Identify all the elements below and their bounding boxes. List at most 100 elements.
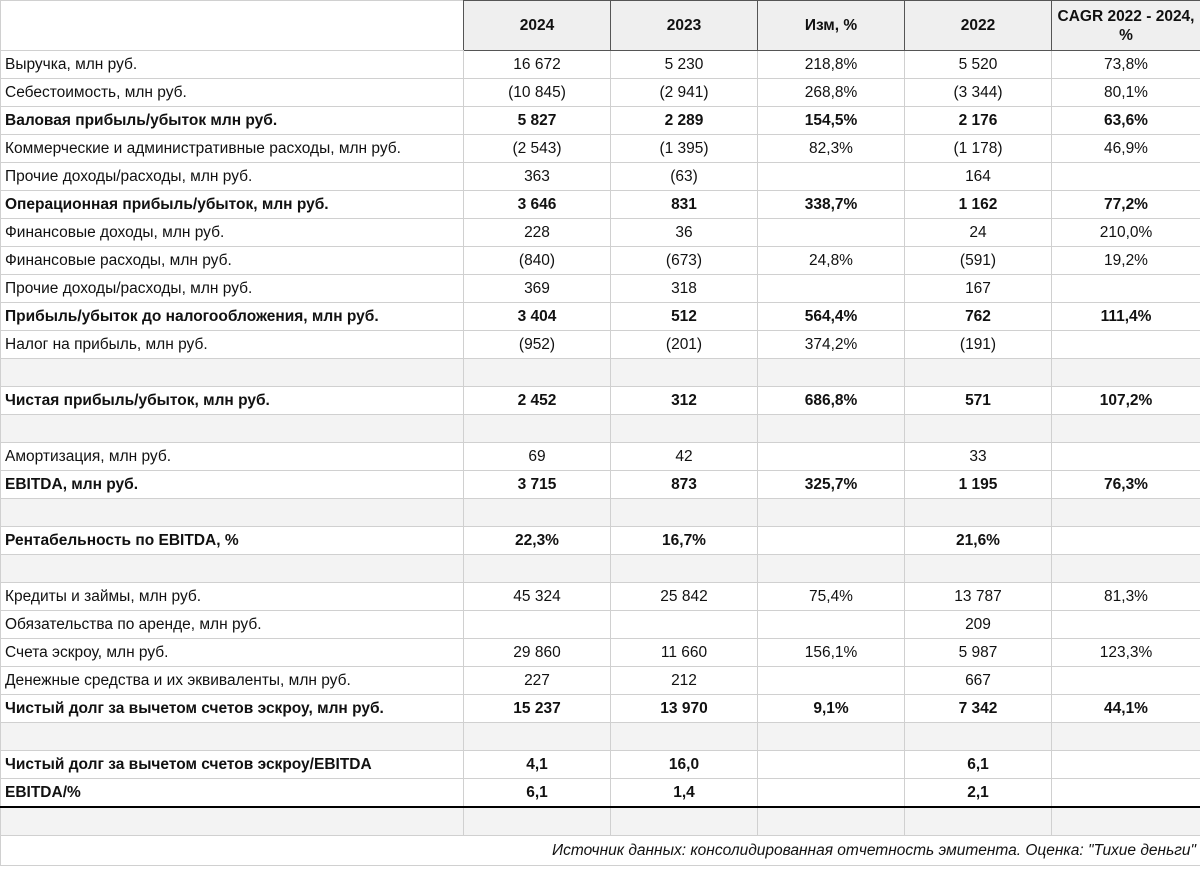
cell [0,414,464,443]
row-label: Валовая прибыль/убыток млн руб. [0,106,464,135]
cell: (191) [904,330,1052,359]
cell: 4,1 [463,750,611,779]
cell [610,358,758,387]
cell: (63) [610,162,758,191]
cell [904,414,1052,443]
cell [610,806,758,836]
cell: 212 [610,666,758,695]
table-row: Счета эскроу, млн руб. 29 860 11 660 156,1%… [0,638,1200,667]
cell [0,358,464,387]
cell: 29 860 [463,638,611,667]
cell: 3 646 [463,190,611,219]
cell: 19,2% [1051,246,1200,275]
cell: 2,1 [904,778,1052,808]
cell: 312 [610,386,758,415]
cell: 33 [904,442,1052,471]
table-row: Чистый долг за вычетом счетов эскроу, мл… [0,694,1200,723]
column-header: CAGR 2022 - 2024, % [1051,0,1200,51]
cell [1051,162,1200,191]
row-label: EBITDA, млн руб. [0,470,464,499]
cell: 5 230 [610,50,758,79]
cell: 13 970 [610,694,758,723]
cell: 25 842 [610,582,758,611]
cell: (673) [610,246,758,275]
column-header: 2022 [904,0,1052,51]
cell [757,218,905,247]
cell [0,498,464,527]
spacer-row [0,414,1200,443]
cell: (840) [463,246,611,275]
cell [1051,610,1200,639]
cell: (952) [463,330,611,359]
row-label: Счета эскроу, млн руб. [0,638,464,667]
cell: (10 845) [463,78,611,107]
table-row: Амортизация, млн руб. 69 42 33 [0,442,1200,471]
cell [610,554,758,583]
cell: (3 344) [904,78,1052,107]
cell: 571 [904,386,1052,415]
cell [0,806,464,836]
table-row: Финансовые расходы, млн руб. (840) (673) 24… [0,246,1200,275]
spacer-row [0,806,1200,836]
cell [1051,778,1200,808]
cell [1051,554,1200,583]
table-footer: Источник данных: консолидированная отчет… [0,806,1200,866]
cell [463,722,611,751]
table-row: Финансовые доходы, млн руб. 228 36 24 210,0% [0,218,1200,247]
row-label: Прочие доходы/расходы, млн руб. [0,274,464,303]
cell: 16,0 [610,750,758,779]
cell [757,806,905,836]
cell [757,554,905,583]
column-header: Изм, % [757,0,905,51]
cell: 210,0% [1051,218,1200,247]
cell [610,414,758,443]
table-row: Прочие доходы/расходы, млн руб. 369 318 167 [0,274,1200,303]
cell [1051,806,1200,836]
table-row: Обязательства по аренде, млн руб. 209 [0,610,1200,639]
cell: 1 195 [904,470,1052,499]
cell: 46,9% [1051,134,1200,163]
spacer-row [0,722,1200,751]
cell [757,666,905,695]
table-row: Денежные средства и их эквиваленты, млн … [0,666,1200,695]
table-row: Кредиты и займы, млн руб. 45 324 25 842 75,… [0,582,1200,611]
cell: 667 [904,666,1052,695]
cell [1051,442,1200,471]
table-row: Операционная прибыль/убыток, млн руб. 3 6… [0,190,1200,219]
cell [463,610,611,639]
cell [0,554,464,583]
table-row: EBITDA/% 6,1 1,4 2,1 [0,778,1200,808]
column-header: 2024 [463,0,611,51]
cell [757,414,905,443]
row-label: Финансовые доходы, млн руб. [0,218,464,247]
cell: 5 520 [904,50,1052,79]
row-label: Чистый долг за вычетом счетов эскроу/EBI… [0,750,464,779]
cell: 167 [904,274,1052,303]
spacer-row [0,498,1200,527]
cell [0,722,464,751]
cell [757,610,905,639]
source-row: Источник данных: консолидированная отчет… [0,835,1200,866]
cell: 24 [904,218,1052,247]
cell: 75,4% [757,582,905,611]
cell [757,750,905,779]
cell: (2 941) [610,78,758,107]
header-row: 2024 2023 Изм, % 2022 CAGR 2022 - 2024, % [0,0,1200,51]
row-label: EBITDA/% [0,778,464,808]
table-row: Прибыль/убыток до налогообложения, млн р… [0,302,1200,331]
cell: 63,6% [1051,106,1200,135]
row-label: Прочие доходы/расходы, млн руб. [0,162,464,191]
column-header: 2023 [610,0,758,51]
cell: 13 787 [904,582,1052,611]
cell: 3 715 [463,470,611,499]
cell: 5 987 [904,638,1052,667]
cell: 873 [610,470,758,499]
cell [610,610,758,639]
cell: 2 289 [610,106,758,135]
row-label: Обязательства по аренде, млн руб. [0,610,464,639]
cell [463,358,611,387]
cell [610,722,758,751]
cell: 42 [610,442,758,471]
